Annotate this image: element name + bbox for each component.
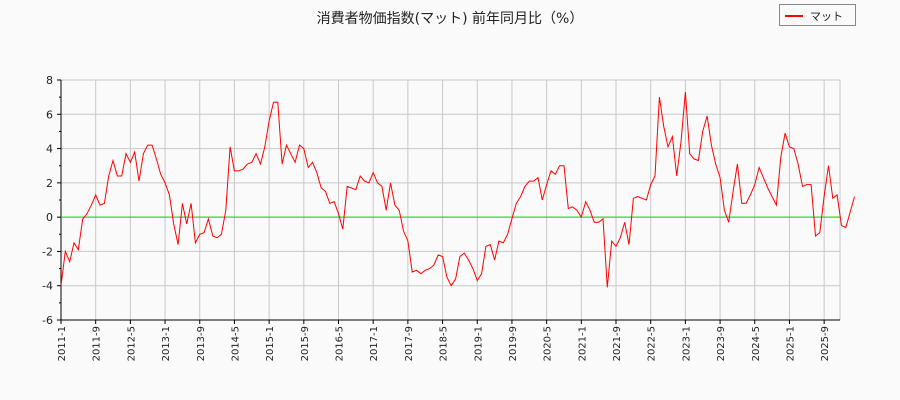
x-tick-label: 2017-1: [369, 326, 380, 361]
y-tick-label: 2: [46, 177, 53, 190]
x-tick-label: 2022-5: [647, 326, 658, 361]
x-tick-label: 2013-9: [196, 326, 207, 361]
legend-swatch-mat: [785, 15, 803, 17]
series-line-mat: [60, 91, 855, 288]
x-tick-label: 2023-1: [681, 326, 692, 361]
y-tick-label: 0: [46, 211, 53, 224]
y-tick-label: 6: [46, 108, 53, 121]
x-tick-label: 2025-9: [820, 326, 831, 361]
y-tick-label: -4: [42, 280, 53, 293]
x-axis-ticks: 2011-1 2011-9 2012-5 2013-1 2013-9 2014-5 2015…: [57, 320, 831, 361]
x-tick-label: 2021-1: [577, 326, 588, 361]
x-tick-label: 2015-1: [265, 326, 276, 361]
x-tick-label: 2019-1: [473, 326, 484, 361]
legend: マット: [779, 4, 856, 26]
x-tick-label: 2012-5: [126, 326, 137, 361]
chart-title: 消費者物価指数(マット) 前年同月比（%）: [316, 11, 584, 27]
x-tick-label: 2013-1: [161, 326, 172, 361]
x-tick-label: 2011-1: [57, 326, 68, 361]
y-axis-ticks: -6 -4 -2 0 2 4 6 8: [42, 74, 61, 327]
x-tick-label: 2021-9: [612, 326, 623, 361]
y-tick-label: 4: [46, 143, 53, 156]
x-tick-label: 2018-5: [439, 326, 450, 361]
legend-label-mat: マット: [810, 10, 843, 23]
x-tick-label: 2014-5: [230, 326, 241, 361]
x-tick-label: 2019-9: [508, 326, 519, 361]
x-tick-label: 2017-9: [404, 326, 415, 361]
x-tick-label: 2011-9: [92, 326, 103, 361]
x-tick-label: 2016-5: [335, 326, 346, 361]
x-tick-label: 2023-9: [716, 326, 727, 361]
y-tick-label: -6: [42, 314, 53, 327]
x-tick-label: 2020-5: [543, 326, 554, 361]
y-tick-label: -2: [42, 245, 53, 258]
x-tick-label: 2015-9: [300, 326, 311, 361]
x-tick-label: 2025-1: [785, 326, 796, 361]
y-tick-label: 8: [46, 74, 53, 87]
x-tick-label: 2024-5: [751, 326, 762, 361]
